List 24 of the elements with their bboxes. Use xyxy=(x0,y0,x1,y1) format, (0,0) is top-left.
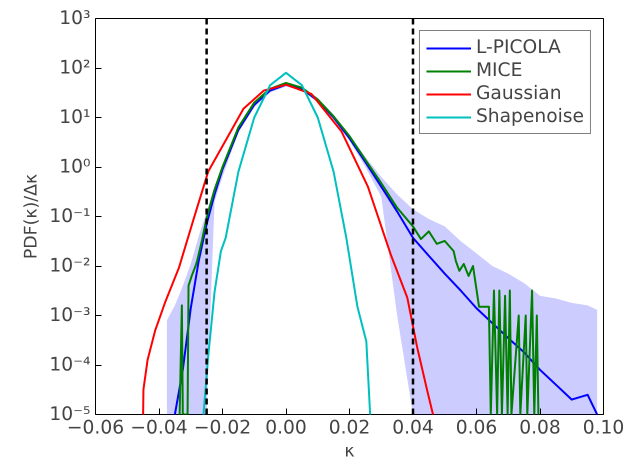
y-tick-label: 10⁻⁴ xyxy=(49,354,91,376)
x-tick-label: −0.04 xyxy=(130,418,188,438)
y-tick-label: 10⁻³ xyxy=(49,305,91,326)
x-tick-label: 0.04 xyxy=(392,418,434,438)
y-tick-label: 10⁻¹ xyxy=(49,206,91,227)
y-tick-label: 10² xyxy=(59,58,90,78)
x-tick-label: 0.08 xyxy=(519,418,561,438)
x-tick-label: 0.00 xyxy=(265,418,307,438)
legend-label: Shapenoise xyxy=(476,106,584,127)
x-tick-label: 0.06 xyxy=(456,418,498,438)
y-tick-label: 10⁰ xyxy=(59,156,90,178)
x-axis-title: κ xyxy=(344,442,355,462)
line-series xyxy=(142,84,434,414)
legend-label: MICE xyxy=(476,60,522,81)
x-tick-label: 0.02 xyxy=(328,418,370,438)
legend-label: Gaussian xyxy=(476,83,562,104)
x-tick-label: −0.02 xyxy=(194,418,252,438)
x-tick-label: 0.10 xyxy=(582,418,624,438)
line-series xyxy=(202,72,372,414)
legend-label: L-PICOLA xyxy=(476,37,561,58)
y-tick-label: 10³ xyxy=(59,8,90,29)
y-tick-label: 10¹ xyxy=(59,107,90,128)
y-tick-label: 10⁻² xyxy=(49,256,91,276)
y-axis-title: PDF(κ)/Δκ xyxy=(21,174,42,260)
